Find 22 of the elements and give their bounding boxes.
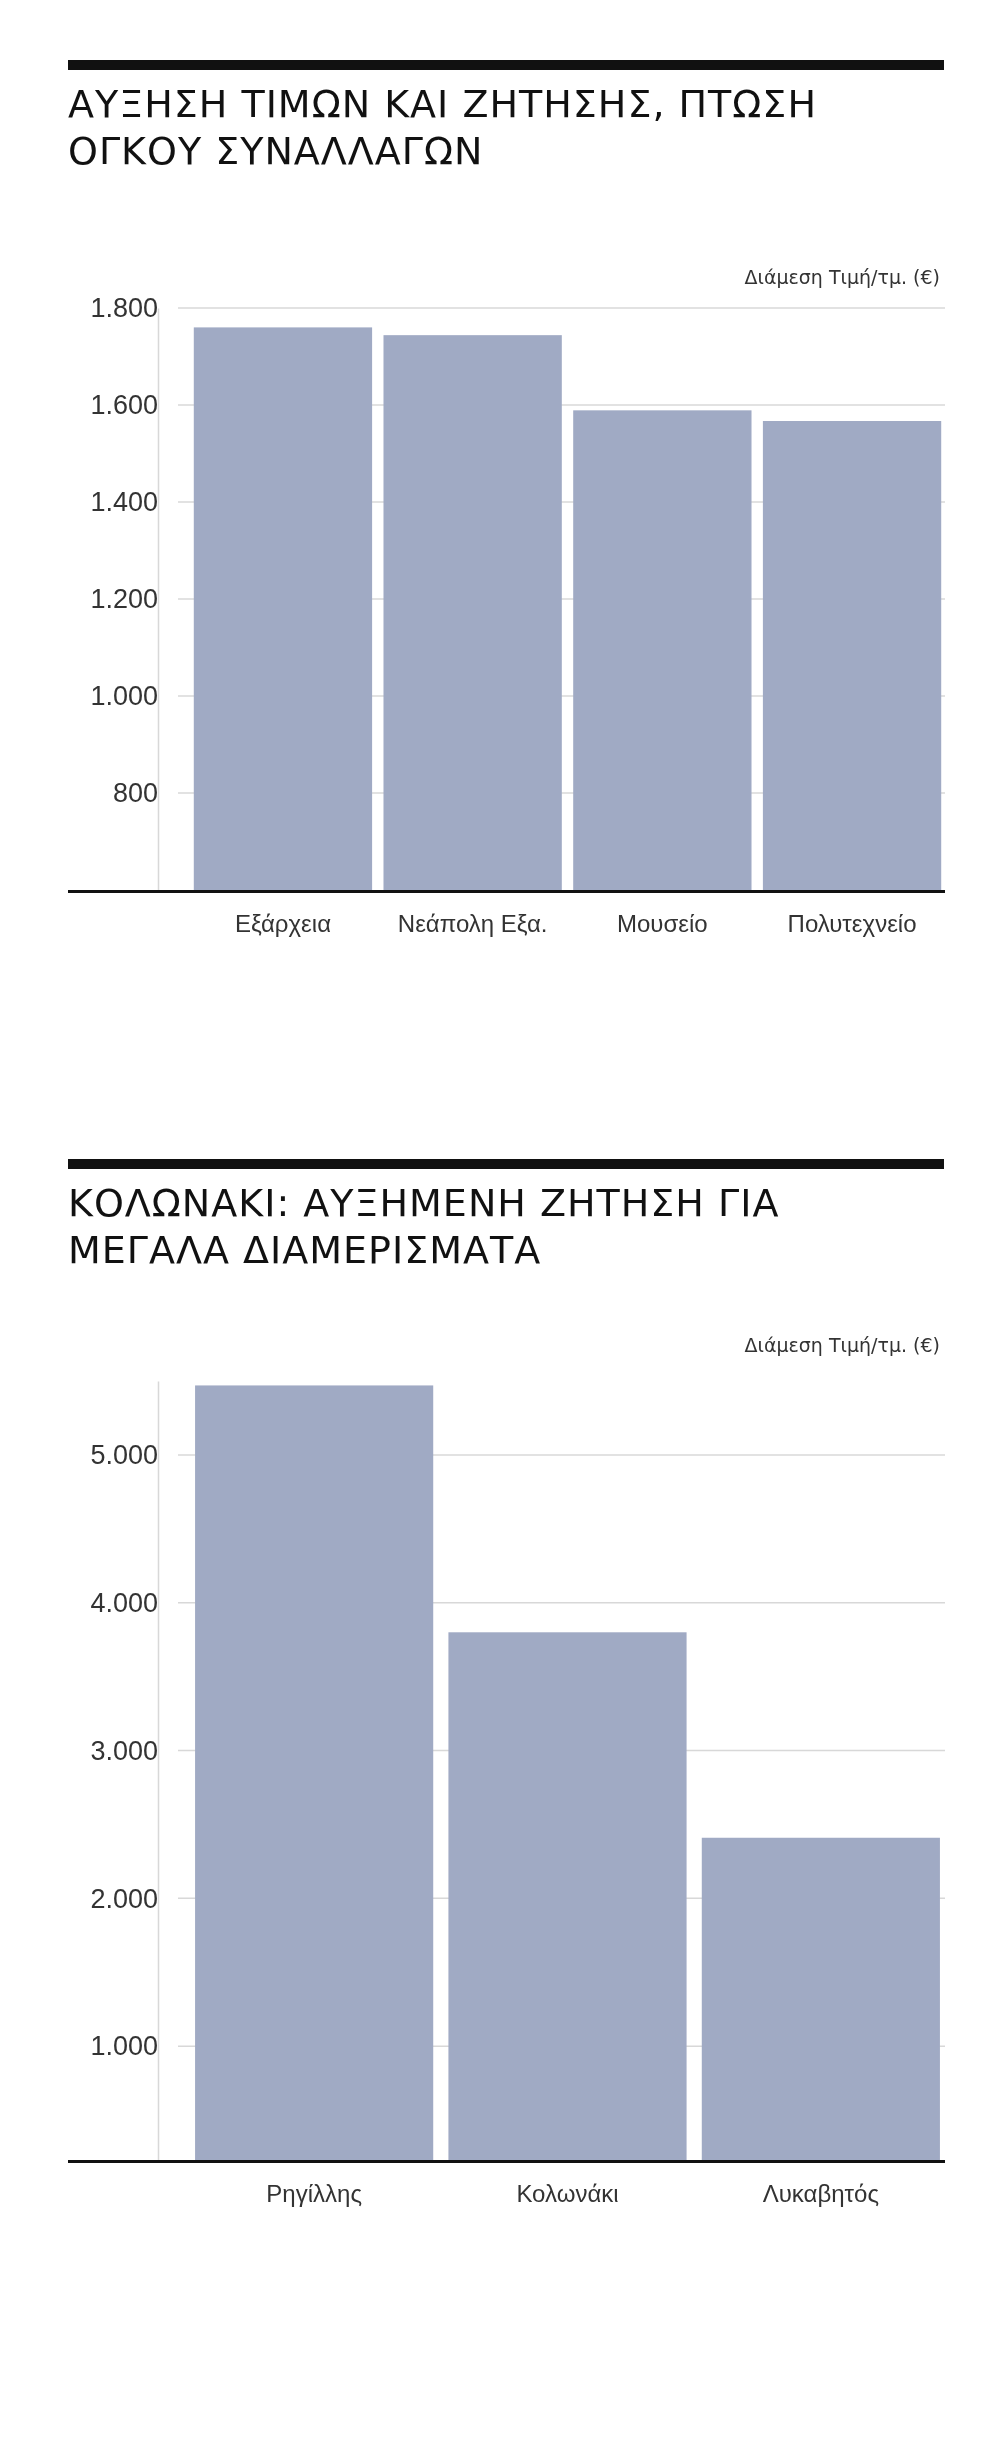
y-tick-label: 1.400	[90, 487, 158, 518]
x-tick-label: Εξάρχεια	[234, 910, 332, 937]
chart-title: ΚΟΛΩΝΑΚΙ: ΑΥΞΗΜΕΝΗ ΖΗΤΗΣΗ ΓΙΑ ΜΕΓΑΛΑ ΔΙΑΜΕΡΙΣΜΑΤΑ	[68, 1181, 780, 1272]
y-tick-label: 4.000	[90, 1587, 158, 1618]
y-axis-title: Διάμεση Τιμή/τμ. (€)	[744, 266, 940, 288]
y-tick-label: 1.800	[90, 293, 158, 324]
y-tick-label: 5.000	[90, 1440, 158, 1471]
x-tick-label: Κολωνάκι	[516, 2180, 619, 2207]
y-tick-label: 1.000	[90, 681, 158, 712]
y-axis-title: Διάμεση Τιμή/τμ. (€)	[744, 1334, 940, 1356]
x-tick-label: Μουσείο	[617, 910, 708, 937]
x-tick-label: Λυκαβητός	[762, 2180, 879, 2207]
chart-title: ΑΥΞΗΣΗ ΤΙΜΩΝ ΚΑΙ ΖΗΤΗΣΗΣ, ΠΤΩΣΗ ΟΓΚΟΥ ΣΥΝΑΛΛΑΓΩΝ	[68, 82, 817, 173]
y-tick-label: 3.000	[90, 1735, 158, 1766]
y-tick-label: 2.000	[90, 1883, 158, 1914]
y-tick-label: 1.000	[90, 2031, 158, 2062]
y-tick-label: 1.200	[90, 584, 158, 615]
x-tick-label: Ρηγίλλης	[266, 2180, 362, 2207]
x-tick-label: Πολυτεχνείο	[787, 910, 917, 937]
y-tick-label: 800	[112, 778, 158, 809]
y-tick-label: 1.600	[90, 390, 158, 421]
x-tick-label: Νεάπολη Εξα.	[397, 910, 548, 937]
